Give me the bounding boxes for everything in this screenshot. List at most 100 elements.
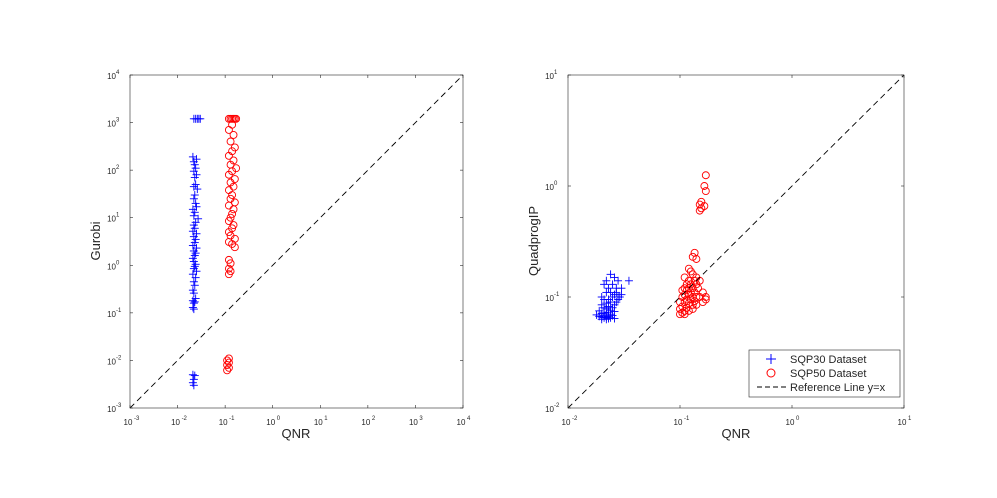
- left-point-sqp50: [228, 209, 237, 218]
- right-point-sqp30: [597, 315, 606, 324]
- right-point-sqp50: [682, 286, 691, 295]
- left-x-tick-exponent: 0: [277, 416, 281, 422]
- right-point-sqp50: [678, 308, 687, 317]
- right-point-sqp50: [697, 204, 706, 213]
- right-point-sqp30: [602, 288, 611, 297]
- left-point-sqp30: [189, 305, 198, 314]
- right-point-sqp50: [684, 299, 693, 308]
- left-point-sqp50: [232, 114, 241, 123]
- left-point-sqp50: [224, 264, 233, 273]
- left-point-sqp30: [189, 246, 198, 255]
- left-x-tick-exponent: 1: [324, 416, 328, 422]
- left-point-sqp30: [190, 281, 199, 290]
- legend-box: [748, 349, 901, 398]
- right-point-sqp30: [614, 276, 623, 285]
- right-plot-area: [567, 74, 905, 409]
- left-x-tick-exponent: -1: [229, 416, 235, 422]
- left-y-tick-label: 10: [107, 262, 116, 271]
- left-point-sqp50: [226, 178, 235, 187]
- left-point-sqp30: [188, 303, 197, 312]
- left-y-tick-label: 10: [107, 215, 116, 224]
- left-y-tick-label: 10: [107, 120, 116, 129]
- left-y-tick-exponent: 3: [116, 118, 120, 124]
- left-point-sqp30: [190, 262, 199, 271]
- left-y-tick-exponent: -3: [116, 403, 122, 409]
- left-x-tick-label: 10: [361, 418, 370, 427]
- left-point-sqp30: [189, 221, 198, 230]
- left-y-tick-exponent: 1: [116, 213, 120, 219]
- right-point-sqp50: [695, 200, 704, 209]
- right-point-sqp50: [680, 310, 689, 319]
- right-point-sqp50: [682, 295, 691, 304]
- left-point-sqp50: [224, 358, 233, 367]
- right-point-sqp50: [680, 298, 689, 307]
- legend-label-reference: Reference Line y=x: [790, 382, 886, 394]
- right-point-sqp50: [700, 182, 709, 190]
- right-point-sqp30: [610, 273, 619, 282]
- left-point-sqp50: [229, 156, 238, 165]
- right-point-sqp50: [676, 310, 684, 319]
- left-point-sqp30: [189, 194, 198, 203]
- left-point-sqp50: [224, 170, 233, 179]
- left-point-sqp30: [191, 199, 200, 208]
- left-x-tick-label: 10: [171, 418, 180, 427]
- left-point-sqp30: [188, 370, 197, 379]
- left-x-tick-exponent: 2: [372, 416, 376, 422]
- right-x-tick-label: 10: [786, 418, 795, 427]
- left-y-tick-label: 10: [107, 310, 116, 319]
- right-point-sqp50: [695, 206, 704, 215]
- right-x-tick-exponent: 1: [908, 416, 912, 422]
- left-x-tick-label: 10: [266, 418, 275, 427]
- left-point-sqp50: [228, 191, 237, 199]
- left-point-sqp50: [224, 217, 233, 226]
- left-x-tick-exponent: 3: [419, 416, 423, 422]
- right-point-sqp30: [604, 314, 613, 323]
- left-point-sqp50: [224, 201, 233, 210]
- left-plot-area: [129, 74, 464, 409]
- right-y-tick-exponent: -1: [554, 292, 560, 298]
- right-point-sqp50: [684, 264, 693, 273]
- left-y-tick-exponent: 4: [116, 70, 120, 76]
- right-point-sqp50: [701, 187, 710, 196]
- left-x-tick-exponent: -2: [182, 416, 188, 422]
- right-point-sqp50: [692, 255, 701, 263]
- right-point-sqp30: [604, 284, 613, 293]
- right-x-tick-exponent: 0: [796, 416, 800, 422]
- left-point-sqp30: [190, 160, 199, 169]
- right-x-tick-exponent: -1: [684, 416, 690, 422]
- left-x-tick-label: 10: [124, 418, 133, 427]
- right-point-sqp30: [602, 276, 611, 285]
- left-point-sqp50: [224, 186, 233, 195]
- left-x-tick-exponent: 4: [467, 416, 471, 422]
- left-x-tick-label: 10: [219, 418, 228, 427]
- right-y-tick-label: 10: [545, 72, 554, 81]
- left-y-tick-label: 10: [107, 72, 116, 81]
- left-point-sqp50: [226, 259, 235, 268]
- left-y-axis-label: Gurobi: [88, 221, 103, 260]
- right-point-sqp50: [690, 297, 699, 305]
- left-point-sqp50: [224, 228, 233, 236]
- left-point-sqp30: [191, 260, 200, 269]
- right-point-sqp50: [678, 302, 687, 311]
- left-plot: 10 -3 10 -2 10 -1 10 0 10 1 10 2 10 3 10 4 10-310-210-1…: [88, 70, 471, 441]
- right-point-sqp50: [678, 293, 687, 301]
- right-y-tick-label: 10: [545, 183, 554, 192]
- right-point-sqp50: [686, 280, 695, 289]
- right-y-tick-label: 10: [545, 294, 554, 303]
- left-point-sqp30: [191, 273, 200, 282]
- left-point-sqp30: [190, 371, 199, 380]
- right-point-sqp30: [600, 280, 609, 289]
- left-point-sqp30: [190, 191, 199, 200]
- left-point-sqp50: [224, 363, 233, 372]
- right-y-axis-label: QuadprogIP: [526, 206, 541, 276]
- right-point-sqp50: [690, 288, 699, 297]
- left-point-sqp50: [223, 356, 232, 365]
- right-x-tick-exponent: -2: [572, 416, 578, 422]
- left-y-tick-label: 10: [107, 357, 116, 366]
- left-point-sqp30: [188, 152, 197, 161]
- legend: SQP30 Dataset SQP50 Dataset Reference Li…: [748, 349, 901, 398]
- left-x-tick-label: 10: [457, 418, 466, 427]
- right-point-sqp30: [624, 276, 633, 285]
- legend-marker-sqp30: [766, 354, 776, 364]
